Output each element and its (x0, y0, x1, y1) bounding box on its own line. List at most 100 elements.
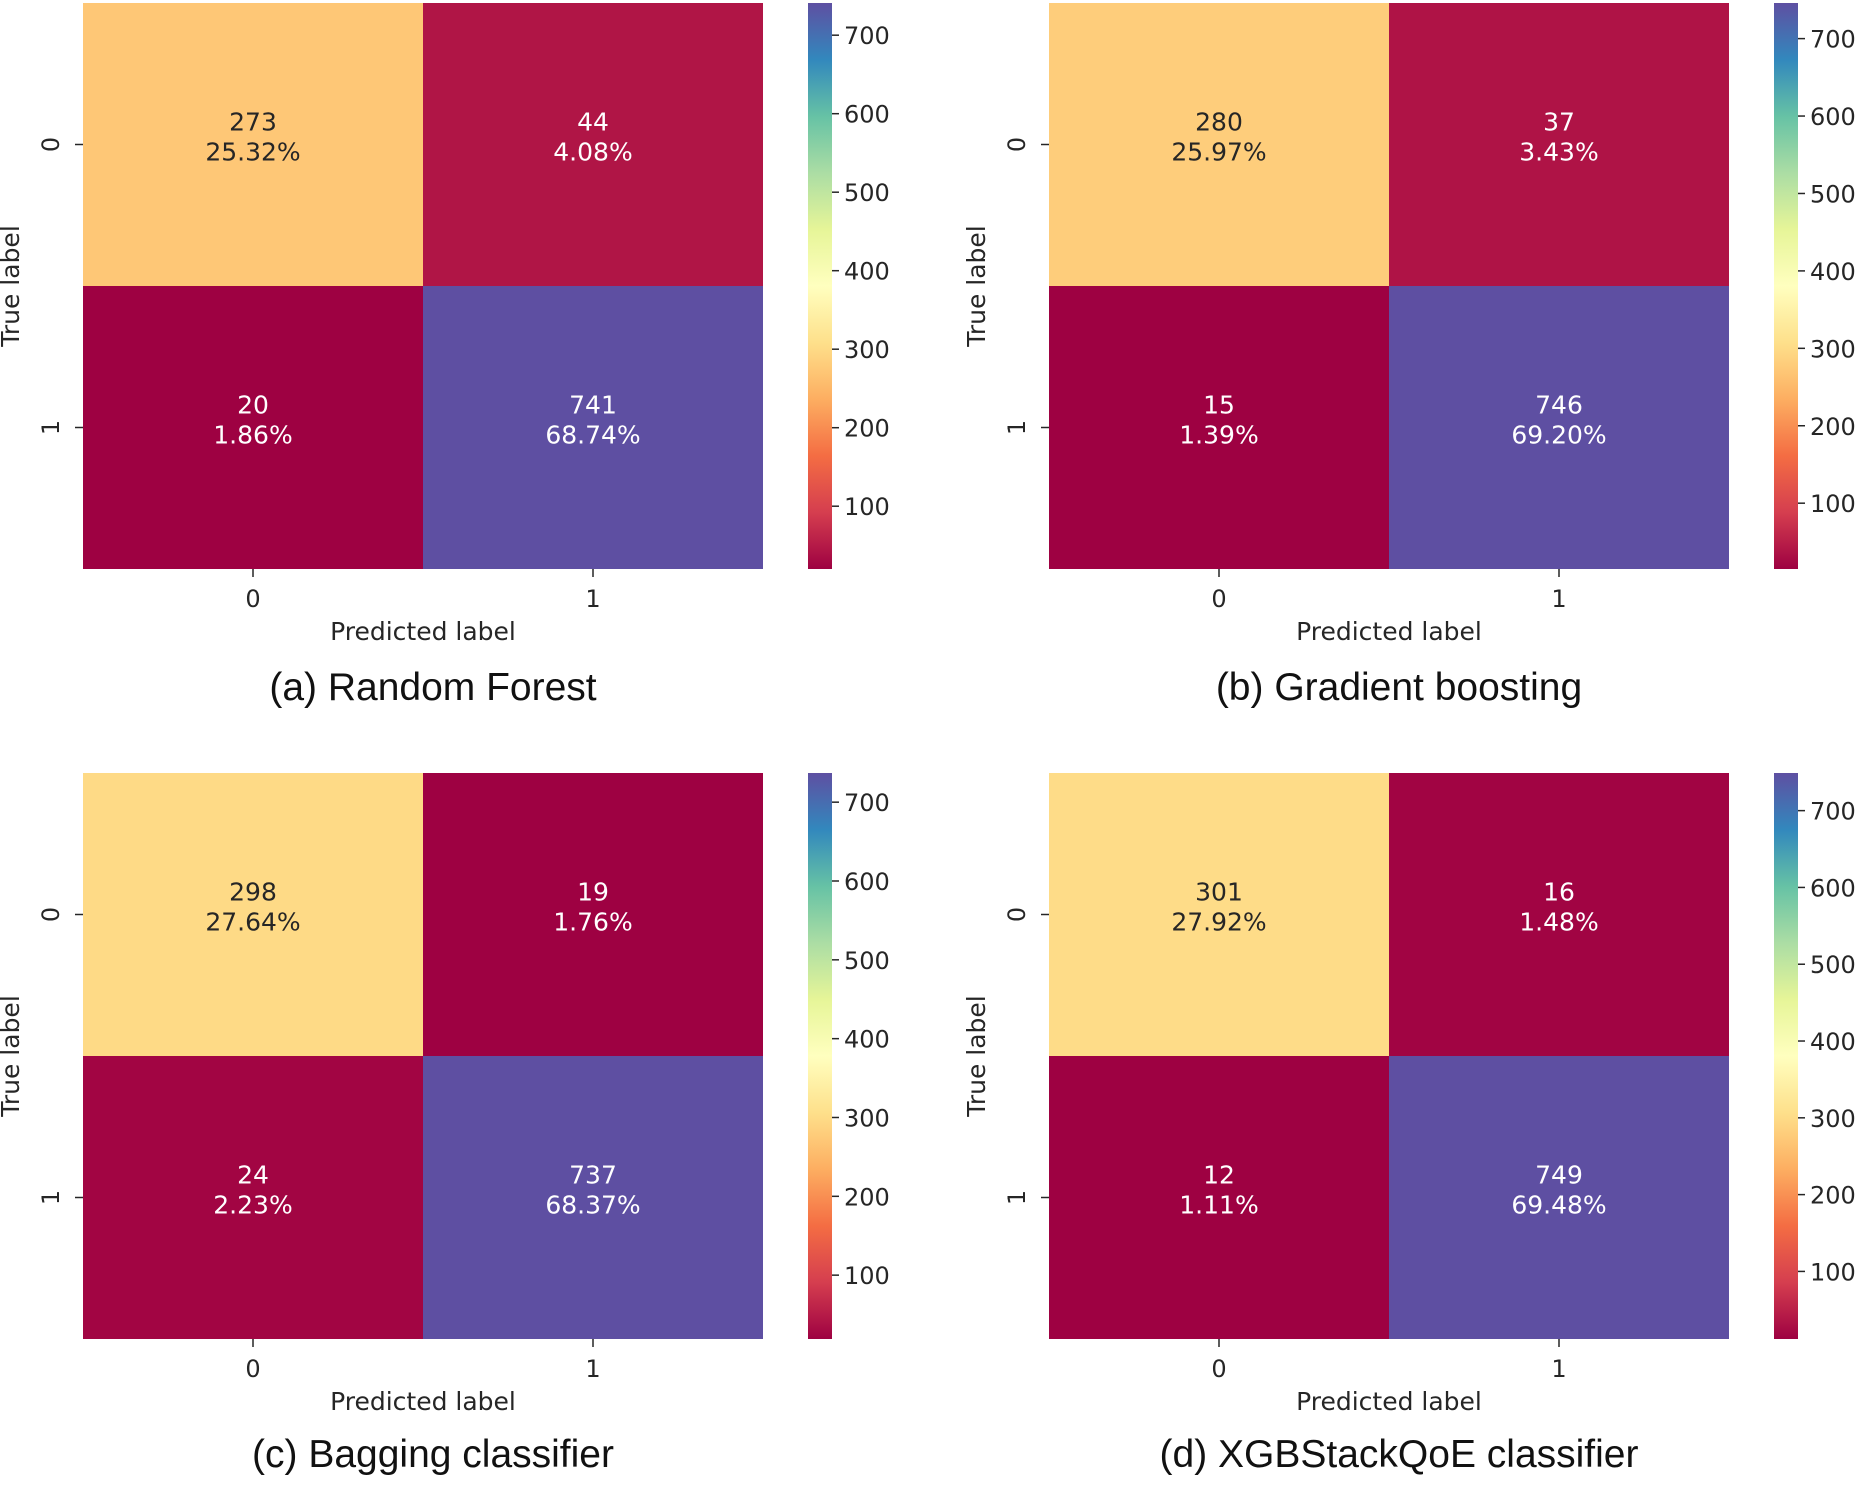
cell-count-label: 746 (1535, 391, 1583, 420)
heatmap-cell-r0-c0 (1049, 3, 1389, 286)
x-axis-label: Predicted label (330, 617, 516, 646)
colorbar-tick-label: 600 (844, 101, 890, 129)
colorbar (1774, 3, 1798, 569)
cell-count-label: 749 (1535, 1161, 1583, 1190)
x-axis-label: Predicted label (330, 1387, 516, 1416)
y-tick-label: 1 (1003, 420, 1031, 435)
heatmap-cell-r1-c1 (423, 1056, 763, 1339)
colorbar-tick-label: 600 (1810, 103, 1856, 131)
x-tick-label: 1 (1551, 585, 1566, 613)
cell-count-label: 741 (569, 391, 617, 420)
colorbar-tick-label: 500 (844, 179, 890, 207)
cell-count-label: 298 (229, 878, 277, 907)
colorbar-tick-label: 500 (844, 947, 890, 975)
colorbar-tick-label: 100 (844, 493, 890, 521)
cell-count-label: 19 (577, 878, 609, 907)
colorbar-tick-label: 200 (844, 1183, 890, 1211)
cell-percent-label: 1.76% (553, 908, 632, 937)
cell-count-label: 16 (1543, 878, 1575, 907)
heatmap-cell-r0-c0 (1049, 773, 1389, 1056)
cell-count-label: 301 (1195, 878, 1243, 907)
colorbar-tick-label: 400 (844, 1026, 890, 1054)
cell-percent-label: 25.32% (205, 138, 300, 167)
cell-count-label: 280 (1195, 108, 1243, 137)
y-axis-label: True label (0, 995, 25, 1118)
colorbar-tick-label: 300 (844, 336, 890, 364)
cell-percent-label: 4.08% (553, 138, 632, 167)
cell-count-label: 37 (1543, 108, 1575, 137)
y-tick-label: 1 (37, 420, 65, 435)
cell-percent-label: 25.97% (1171, 138, 1266, 167)
x-tick-label: 1 (585, 585, 600, 613)
y-tick-label: 0 (1003, 137, 1031, 152)
y-axis-label: True label (0, 225, 25, 348)
cell-percent-label: 1.39% (1179, 421, 1258, 450)
x-axis-label: Predicted label (1296, 1387, 1482, 1416)
colorbar (808, 3, 832, 569)
cell-percent-label: 27.64% (205, 908, 300, 937)
colorbar-tick-label: 700 (1810, 798, 1856, 826)
cell-percent-label: 69.20% (1511, 421, 1606, 450)
cell-percent-label: 68.37% (545, 1191, 640, 1220)
colorbar-tick-label: 400 (1810, 1028, 1856, 1056)
y-tick-label: 0 (37, 907, 65, 922)
panel-caption: (b) Gradient boosting (1216, 666, 1582, 709)
cell-count-label: 12 (1203, 1161, 1235, 1190)
heatmap-cell-r0-c1 (423, 773, 763, 1056)
colorbar-tick-label: 200 (844, 415, 890, 443)
cell-count-label: 24 (237, 1161, 269, 1190)
x-tick-label: 0 (1211, 1355, 1226, 1383)
cell-percent-label: 1.48% (1519, 908, 1598, 937)
colorbar-tick-label: 100 (1810, 490, 1856, 518)
cell-percent-label: 1.86% (213, 421, 292, 450)
cell-percent-label: 3.43% (1519, 138, 1598, 167)
colorbar-tick-label: 200 (1810, 1182, 1856, 1210)
x-axis-label: Predicted label (1296, 617, 1482, 646)
colorbar-tick-label: 700 (1810, 26, 1856, 54)
colorbar-tick-label: 100 (1810, 1258, 1856, 1286)
heatmap-cell-r1-c1 (1389, 286, 1729, 569)
cell-percent-label: 68.74% (545, 421, 640, 450)
colorbar-tick-label: 100 (844, 1262, 890, 1290)
colorbar-tick-label: 600 (1810, 874, 1856, 902)
cell-count-label: 737 (569, 1161, 617, 1190)
heatmap-cell-r0-c1 (1389, 773, 1729, 1056)
colorbar-tick-label: 300 (844, 1104, 890, 1132)
heatmap-cell-r1-c1 (1389, 1056, 1729, 1339)
y-tick-label: 0 (37, 137, 65, 152)
heatmap-cell-r0-c0 (83, 3, 423, 286)
colorbar (1774, 773, 1798, 1339)
panel-caption: (d) XGBStackQoE classifier (1160, 1433, 1639, 1476)
x-tick-label: 1 (1551, 1355, 1566, 1383)
y-axis-label: True label (962, 225, 991, 348)
cell-percent-label: 1.11% (1179, 1191, 1258, 1220)
colorbar-tick-label: 300 (1810, 1105, 1856, 1133)
colorbar-tick-label: 700 (844, 789, 890, 817)
heatmap-cell-r0-c1 (423, 3, 763, 286)
colorbar-tick-label: 400 (844, 258, 890, 286)
colorbar-tick-label: 500 (1810, 951, 1856, 979)
heatmap-cell-r1-c0 (83, 286, 423, 569)
cell-count-label: 44 (577, 108, 609, 137)
heatmap-cell-r0-c1 (1389, 3, 1729, 286)
cell-count-label: 15 (1203, 391, 1235, 420)
cell-percent-label: 27.92% (1171, 908, 1266, 937)
colorbar-tick-label: 400 (1810, 258, 1856, 286)
colorbar (808, 773, 832, 1339)
x-tick-label: 0 (245, 1355, 260, 1383)
y-tick-label: 1 (1003, 1190, 1031, 1205)
cell-count-label: 273 (229, 108, 277, 137)
cell-count-label: 20 (237, 391, 269, 420)
heatmap-cell-r0-c0 (83, 773, 423, 1056)
heatmap-cell-r1-c1 (423, 286, 763, 569)
panel-caption: (a) Random Forest (269, 666, 596, 709)
y-tick-label: 0 (1003, 907, 1031, 922)
cell-percent-label: 2.23% (213, 1191, 292, 1220)
colorbar-tick-label: 500 (1810, 180, 1856, 208)
x-tick-label: 1 (585, 1355, 600, 1383)
